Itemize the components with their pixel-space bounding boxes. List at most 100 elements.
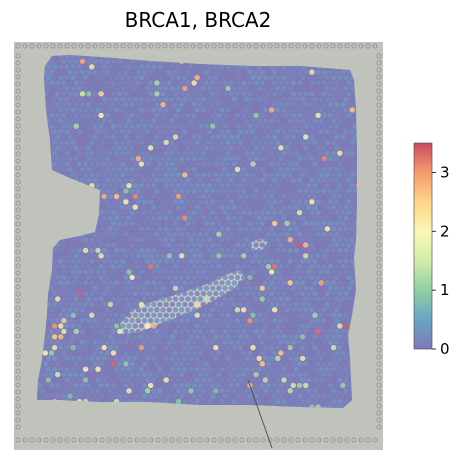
spot	[268, 226, 275, 232]
spot	[343, 388, 349, 394]
spot	[123, 101, 129, 108]
spot	[309, 199, 315, 205]
spot	[268, 85, 275, 92]
spot	[79, 155, 86, 162]
spot	[309, 350, 315, 356]
spot	[135, 274, 141, 281]
spot	[64, 280, 70, 286]
spot	[244, 334, 250, 340]
spot	[219, 161, 225, 167]
spot	[117, 263, 123, 270]
spot	[250, 323, 256, 329]
spot	[98, 371, 104, 378]
spot	[228, 371, 234, 378]
spot	[148, 242, 154, 248]
spot	[141, 91, 148, 97]
spot	[58, 161, 64, 167]
spot	[321, 371, 327, 378]
spot	[278, 263, 284, 270]
spot	[340, 350, 346, 356]
spot	[61, 253, 67, 259]
fiducial-dot	[162, 43, 168, 49]
spot	[79, 253, 86, 259]
spot	[272, 317, 278, 324]
fiducial-dot	[190, 43, 196, 49]
spot	[315, 209, 321, 216]
spot	[129, 69, 135, 75]
spot	[337, 85, 343, 92]
spot	[206, 398, 213, 405]
spot	[222, 253, 228, 259]
spot	[48, 101, 55, 108]
spot	[73, 112, 80, 119]
spot	[262, 377, 269, 383]
spot	[191, 199, 197, 205]
spot	[138, 355, 145, 362]
spot	[151, 139, 157, 146]
spot	[163, 118, 169, 124]
spot	[247, 69, 253, 75]
spot	[299, 74, 306, 81]
fiducial-dot	[211, 43, 217, 49]
spot	[343, 107, 349, 113]
spot	[132, 312, 138, 318]
spot	[303, 231, 309, 237]
spot	[92, 361, 98, 367]
spot	[281, 172, 287, 178]
spot	[287, 182, 293, 189]
fiducial-dot	[351, 437, 357, 443]
spot	[334, 285, 340, 291]
spot	[244, 139, 250, 146]
fiducial-dot	[376, 403, 382, 409]
spot	[309, 220, 315, 227]
spot	[160, 371, 166, 378]
spot	[203, 253, 210, 259]
spot	[104, 274, 111, 281]
fiducial-dot	[15, 277, 21, 283]
spot	[284, 199, 290, 205]
spot	[293, 172, 300, 178]
fiducial-dot	[99, 437, 105, 443]
spot	[113, 204, 120, 210]
spot	[290, 339, 296, 345]
spot	[194, 128, 200, 135]
spot	[113, 74, 120, 81]
spot	[163, 247, 169, 254]
spot	[219, 377, 225, 383]
spot	[135, 166, 141, 173]
spot	[241, 253, 247, 259]
spot	[247, 339, 253, 345]
spot	[148, 393, 154, 399]
spot	[253, 134, 259, 140]
spot	[117, 155, 123, 162]
spot	[210, 350, 216, 356]
spot	[200, 96, 207, 102]
spot	[234, 80, 241, 86]
spot	[132, 107, 138, 113]
spot	[175, 334, 182, 340]
spot	[268, 377, 275, 383]
spot	[327, 69, 334, 75]
spot	[327, 274, 334, 281]
spot	[86, 307, 92, 313]
spot	[135, 199, 141, 205]
spot	[340, 242, 346, 248]
spot	[138, 64, 145, 70]
spot	[144, 388, 151, 394]
spot	[172, 134, 179, 140]
spot	[268, 323, 275, 329]
spot	[129, 231, 135, 237]
spot	[210, 274, 216, 281]
spot	[219, 193, 225, 200]
spot	[51, 64, 58, 70]
spot	[281, 118, 287, 124]
spot	[210, 253, 216, 259]
spot	[231, 247, 238, 254]
spot	[334, 231, 340, 237]
spot	[163, 161, 169, 167]
spot	[76, 128, 83, 135]
spot	[275, 323, 281, 329]
spot	[256, 301, 262, 308]
fiducial-dot	[15, 284, 21, 290]
